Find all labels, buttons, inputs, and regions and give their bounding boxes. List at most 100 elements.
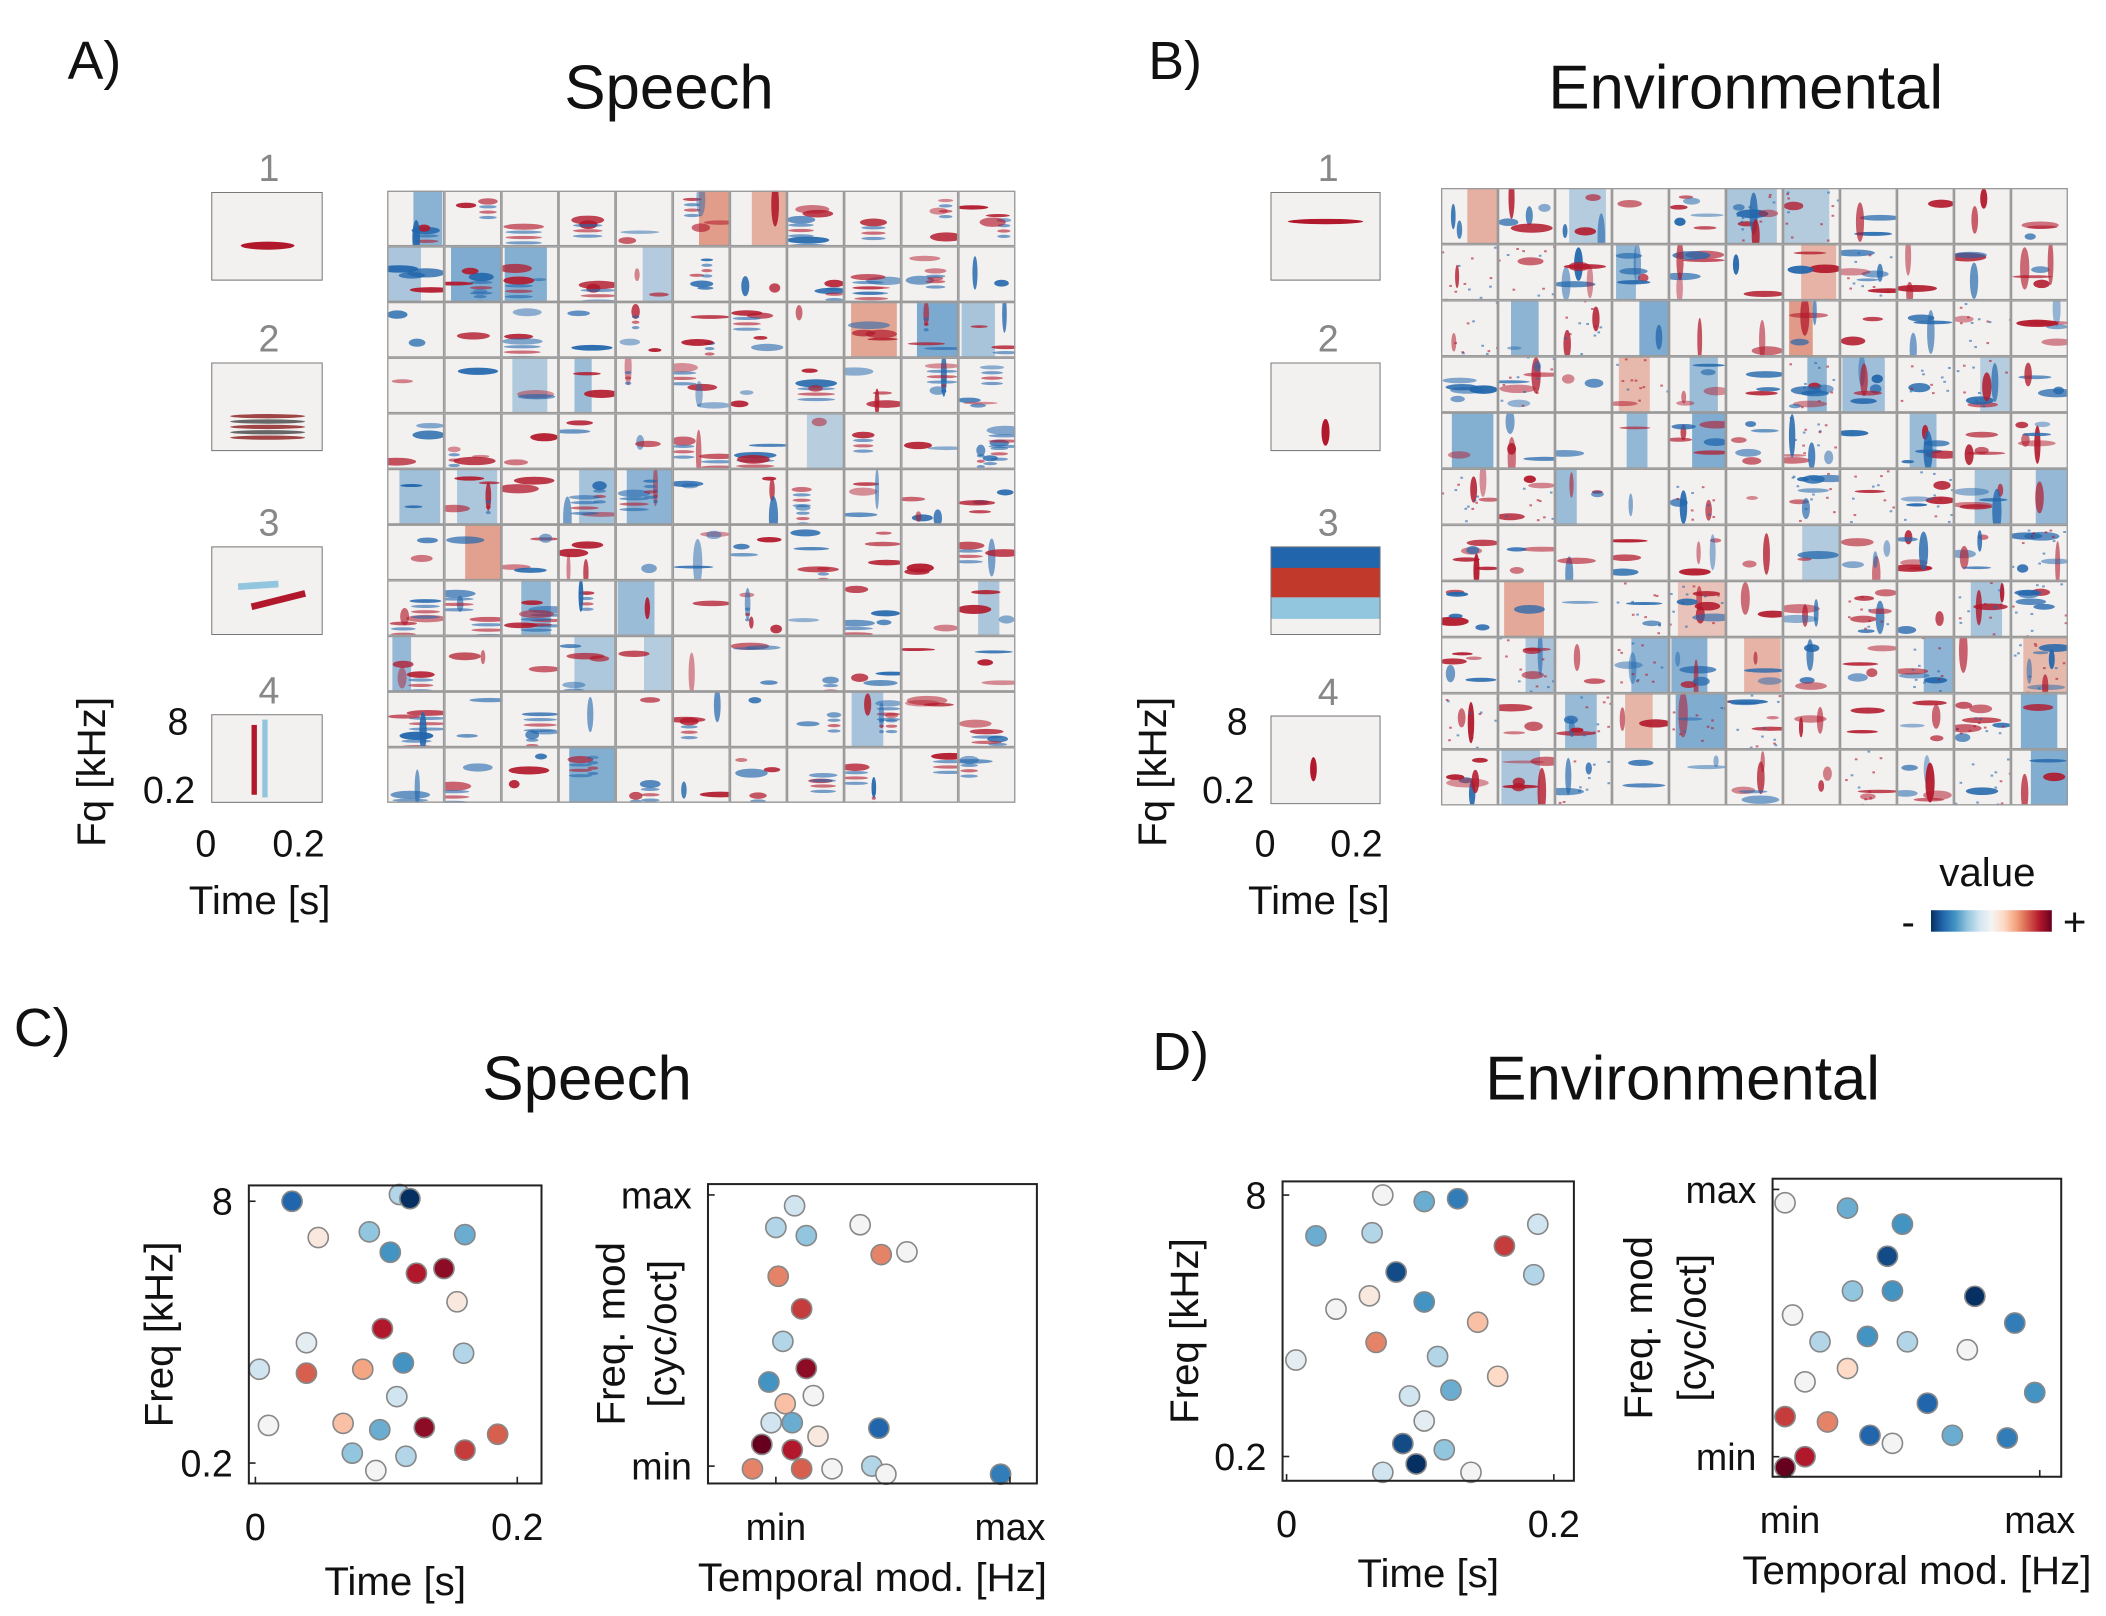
- tile-feature: [1555, 730, 1596, 736]
- ex-feature: [1287, 218, 1364, 225]
- tile-noise: [1457, 483, 1460, 486]
- tile-noise: [1971, 763, 1975, 766]
- tile-feature: [1962, 566, 1992, 570]
- tile-noise: [1877, 484, 1880, 487]
- tile-feature: [1497, 513, 1525, 521]
- tile-feature: [1735, 448, 1762, 457]
- tile-feature: [512, 308, 542, 317]
- tile-noise: [1911, 668, 1915, 671]
- tile-feature: [745, 612, 751, 617]
- tile-feature: [1782, 457, 1810, 464]
- scatter-point: [767, 1265, 790, 1288]
- filter-tile: [387, 301, 445, 358]
- example-number: 2: [259, 318, 280, 360]
- tile-feature: [1530, 756, 1555, 766]
- tile-feature: [672, 382, 697, 386]
- tile-feature: [444, 602, 474, 607]
- scatter-point: [764, 1216, 787, 1239]
- tile-feature: [681, 483, 699, 489]
- filter-tile: [901, 691, 959, 748]
- tile-noise: [1845, 779, 1848, 782]
- tile-feature: [472, 288, 488, 294]
- tile-feature: [587, 771, 599, 776]
- tile-feature: [505, 241, 542, 245]
- scatter-point: [452, 1342, 475, 1365]
- filter-tile: [615, 524, 673, 581]
- filter-tile: [444, 301, 502, 358]
- tile-noise: [1597, 730, 1601, 733]
- filter-tile: [1611, 580, 1669, 638]
- tile-noise: [1469, 712, 1472, 715]
- filter-tile: [558, 580, 616, 636]
- tile-feature: [1498, 218, 1519, 227]
- tile-bg: [444, 635, 502, 692]
- tile-bg: [901, 357, 959, 414]
- filter-tile: [1896, 187, 1954, 245]
- tile-feature: [643, 490, 657, 494]
- tile-noise: [1983, 602, 1987, 605]
- tile-feature: [971, 735, 1002, 739]
- tile-feature: [523, 718, 557, 722]
- tile-noise: [1804, 382, 1807, 385]
- filter-tile: [786, 190, 845, 247]
- tile-feature: [416, 537, 438, 544]
- tile-noise: [1871, 485, 1875, 488]
- scatter-point: [1325, 1298, 1347, 1320]
- tile-feature: [485, 500, 491, 504]
- scatter-point: [802, 1384, 825, 1407]
- tile-noise: [1564, 337, 1568, 340]
- tile-noise: [1967, 610, 1970, 613]
- tile-bg: [786, 580, 845, 636]
- y-axis-label: Fq [kHz]: [1130, 697, 1175, 847]
- tile-feature: [619, 497, 649, 501]
- tile-feature: [640, 793, 660, 797]
- tile-feature: [1506, 547, 1527, 552]
- scatter-point: [1391, 1432, 1414, 1455]
- tile-feature: [1954, 733, 1971, 743]
- y-tick-label: min: [1696, 1436, 1757, 1478]
- example-number: 4: [1318, 671, 1339, 713]
- filter-tile: [558, 190, 616, 247]
- filter-tile: [901, 301, 959, 358]
- tile-feature: [909, 255, 941, 262]
- tile-feature: [2032, 651, 2049, 655]
- tile-feature: [453, 456, 496, 466]
- tile-feature: [1446, 778, 1489, 788]
- filter-tile: [1839, 693, 1897, 750]
- scatter-point: [486, 1423, 509, 1446]
- tile-bg: [1668, 749, 1726, 806]
- tile-feature: [872, 391, 893, 395]
- tile-noise: [1683, 730, 1686, 733]
- tile-bg: [844, 413, 902, 469]
- tile-feature: [480, 649, 486, 665]
- scatter-point: [385, 1385, 408, 1408]
- filter-tile: [1497, 524, 1555, 581]
- tile-feature: [879, 730, 884, 734]
- tile-bg: [672, 580, 730, 636]
- filter-tile: [1497, 300, 1555, 357]
- tile-feature: [680, 730, 698, 734]
- tile-feature: [844, 781, 869, 785]
- tile-noise: [1860, 608, 1863, 611]
- tile-feature: [2031, 266, 2050, 273]
- filter-tile: [1839, 749, 1897, 806]
- tile-wash: [1744, 637, 1781, 694]
- tile-noise: [1681, 601, 1684, 604]
- tile-feature: [923, 317, 929, 321]
- filter-tile: [501, 580, 559, 636]
- tile-bg: [444, 357, 502, 414]
- scatter-point: [399, 1187, 421, 1210]
- tile-noise: [2030, 535, 2034, 538]
- tile-noise: [1636, 679, 1640, 682]
- tile-noise: [1596, 723, 1600, 726]
- tile-feature: [1790, 386, 1822, 395]
- tile-feature: [1668, 272, 1701, 281]
- filter-tile: [1953, 749, 2011, 806]
- tile-feature: [408, 678, 434, 682]
- tile-bg: [615, 246, 673, 302]
- tile-noise: [1706, 725, 1710, 728]
- tile-feature: [617, 489, 651, 498]
- filter-tile: [444, 635, 502, 692]
- filter-tile: [958, 524, 1016, 581]
- tile-noise: [1831, 214, 1835, 217]
